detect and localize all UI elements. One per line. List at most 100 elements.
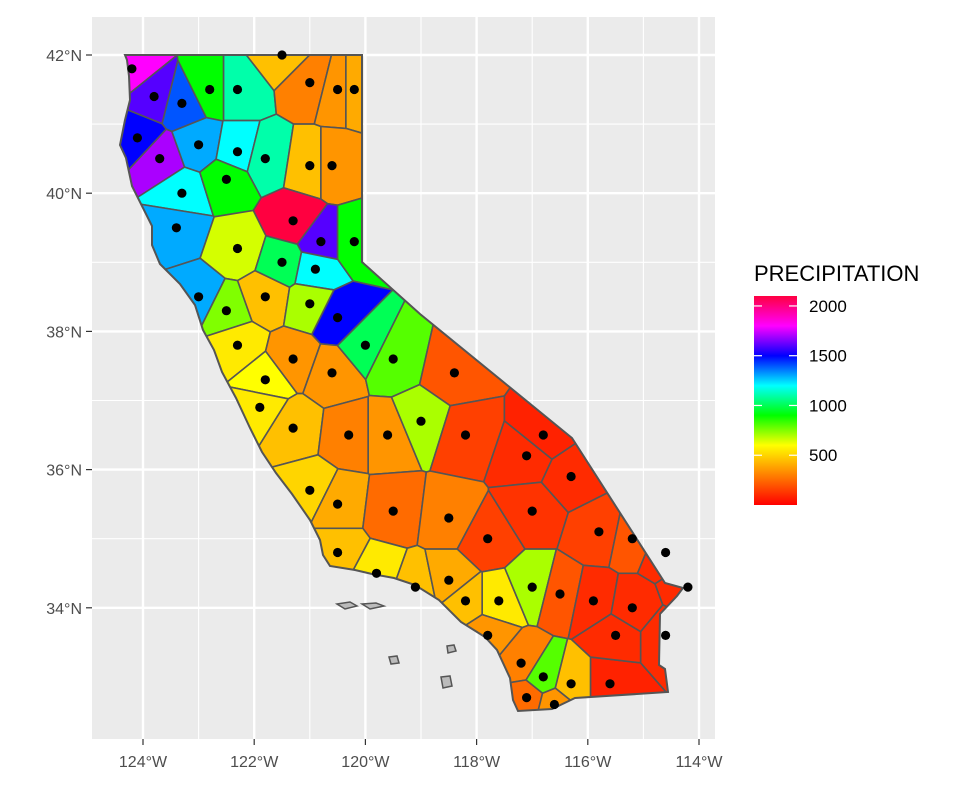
station-point — [333, 84, 343, 95]
station-point — [327, 368, 337, 378]
station-point — [171, 223, 181, 233]
station-point — [132, 133, 142, 143]
station-point — [221, 306, 231, 316]
station-point — [410, 582, 420, 592]
station-point — [538, 430, 548, 440]
station-point — [388, 354, 398, 364]
station-point — [333, 499, 343, 509]
island-shape — [446, 644, 457, 654]
station-point — [305, 78, 315, 88]
station-point — [494, 596, 504, 606]
x-tick-label: 116°W — [564, 754, 612, 771]
station-point — [305, 299, 315, 309]
station-point — [127, 64, 137, 74]
station-point — [149, 91, 159, 102]
legend-title: PRECIPITATION — [754, 261, 919, 286]
station-point — [155, 154, 165, 164]
station-point — [627, 603, 637, 613]
station-point — [527, 506, 537, 516]
x-tick-label: 124°W — [119, 754, 168, 771]
station-point — [449, 368, 459, 378]
station-points — [127, 50, 693, 710]
station-point — [232, 147, 243, 157]
station-point — [522, 451, 532, 461]
station-point — [460, 596, 471, 606]
y-tick-label: 40°N — [46, 186, 82, 203]
station-point — [566, 471, 576, 482]
station-point — [194, 140, 204, 150]
station-point — [232, 340, 243, 350]
x-axis: 124°W 122°W 120°W 118°W 116°W 114°W — [119, 739, 723, 771]
island-shape — [359, 602, 387, 610]
station-point — [549, 699, 560, 710]
station-point — [683, 582, 693, 592]
station-point — [344, 430, 354, 440]
station-point — [416, 416, 426, 426]
station-point — [277, 257, 287, 267]
station-point — [305, 161, 315, 171]
station-point — [360, 340, 370, 350]
station-point — [566, 679, 576, 689]
station-point — [288, 423, 298, 433]
station-point — [444, 575, 454, 585]
station-point — [538, 672, 548, 682]
station-point — [255, 402, 265, 412]
legend: PRECIPITATION 2000 1500 1000 500 — [754, 261, 919, 505]
y-tick-label: 38°N — [46, 324, 82, 341]
station-point — [349, 237, 359, 247]
station-point — [305, 485, 315, 495]
y-tick-label: 42°N — [46, 48, 82, 65]
station-point — [260, 154, 270, 164]
station-point — [288, 354, 298, 364]
y-tick-label: 34°N — [46, 601, 82, 618]
station-point — [627, 534, 637, 544]
x-tick-label: 114°W — [675, 754, 723, 771]
station-point — [221, 174, 231, 184]
station-point — [444, 513, 454, 523]
station-point — [327, 161, 337, 171]
station-point — [177, 98, 187, 108]
station-point — [333, 313, 343, 323]
station-point — [316, 237, 326, 247]
station-point — [177, 188, 187, 198]
x-tick-label: 122°W — [230, 754, 279, 771]
station-point — [232, 84, 243, 95]
station-point — [232, 243, 243, 254]
station-point — [333, 547, 343, 558]
station-point — [555, 589, 565, 599]
voronoi-cell — [570, 612, 642, 664]
station-point — [594, 527, 604, 537]
legend-breaks: 2000 1500 1000 500 — [754, 297, 847, 465]
station-point — [371, 568, 382, 578]
island-shape — [440, 675, 453, 689]
legend-break-label: 2000 — [809, 297, 847, 316]
station-point — [460, 430, 471, 440]
x-tick-label: 118°W — [453, 754, 501, 771]
station-point — [260, 292, 270, 302]
station-point — [288, 216, 298, 226]
legend-colorbar — [754, 296, 797, 505]
station-point — [611, 630, 621, 641]
station-point — [483, 534, 493, 544]
island-shape — [334, 601, 359, 610]
x-tick-label: 120°W — [341, 754, 390, 771]
legend-break-label: 1500 — [809, 347, 847, 366]
station-point — [205, 84, 215, 95]
station-point — [349, 84, 359, 95]
state-outline — [118, 54, 685, 713]
station-point — [605, 679, 615, 689]
station-point — [588, 596, 599, 606]
island-shape — [388, 655, 400, 665]
station-point — [277, 50, 287, 60]
station-point — [661, 630, 671, 641]
y-tick-label: 36°N — [46, 463, 82, 480]
legend-break-label: 500 — [809, 446, 837, 465]
station-point — [483, 630, 493, 641]
station-point — [661, 547, 671, 558]
station-point — [527, 582, 537, 592]
legend-break-label: 1000 — [809, 396, 847, 415]
y-axis: 34°N 36°N 38°N 40°N 42°N — [46, 48, 92, 618]
station-point — [516, 658, 526, 668]
station-point — [194, 292, 204, 302]
